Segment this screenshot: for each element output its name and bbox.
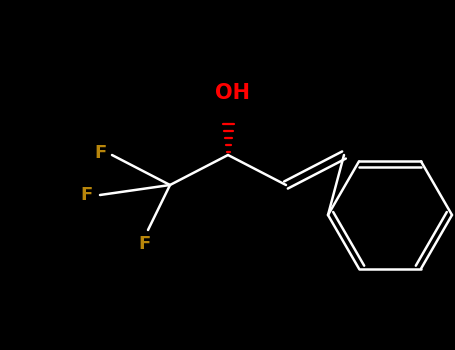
Text: F: F — [80, 186, 92, 204]
Text: OH: OH — [214, 83, 249, 103]
Text: F: F — [94, 144, 106, 162]
Text: F: F — [138, 235, 150, 253]
